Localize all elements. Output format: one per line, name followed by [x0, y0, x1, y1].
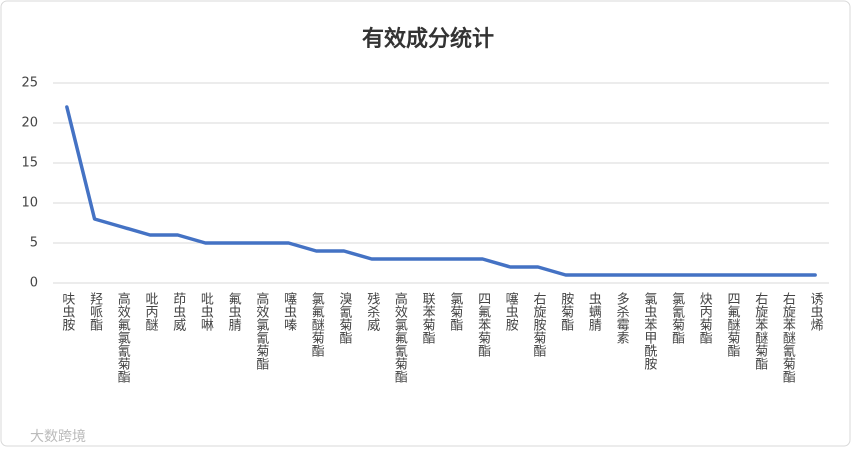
y-tick-label: 5: [30, 236, 38, 251]
x-tick-label: 氯氟醚菊酯: [309, 292, 325, 357]
x-tick-label: 右旋胺菊酯: [531, 292, 547, 357]
y-tick-label: 10: [21, 196, 38, 211]
x-tick-label: 噻虫胺: [503, 291, 519, 332]
y-tick-label: 20: [21, 116, 38, 131]
x-tick-label: 茚虫威: [170, 292, 186, 331]
y-tick-label: 0: [30, 276, 38, 291]
chart-frame: [0, 0, 851, 447]
x-tick-label: 氯菊酯: [447, 292, 463, 331]
x-tick-label: 胺菊酯: [558, 292, 574, 331]
y-tick-label: 25: [21, 76, 38, 91]
x-tick-label: 虫螨腈: [586, 292, 602, 331]
watermark: 大数跨境: [30, 429, 86, 445]
chart-title: 有效成分统计: [362, 26, 494, 52]
x-tick-label: 氯虫苯甲酰胺: [641, 292, 657, 371]
x-tick-label: 呋虫胺: [59, 292, 75, 332]
x-tick-label: 噻虫嗪: [281, 291, 297, 331]
x-tick-label: 溴氰菊酯: [337, 292, 353, 344]
x-tick-label: 高效氯氰菊酯: [253, 291, 269, 370]
x-tick-label: 羟哌酯: [87, 292, 103, 331]
x-tick-label: 四氟醚菊酯: [725, 292, 741, 357]
x-tick-label: 多杀霉素: [614, 291, 630, 344]
data-line: [65, 105, 817, 277]
x-tick-label: 高效氟氯氰菊酯: [115, 291, 130, 383]
x-tick-label: 残杀威: [364, 292, 380, 331]
x-tick-label: 氯氰菊酯: [669, 292, 685, 344]
x-tick-label: 四氟苯菊酯: [475, 292, 491, 357]
x-tick-label: 吡丙醚: [143, 292, 159, 331]
x-tick-label: 诱虫烯: [808, 292, 824, 331]
x-tick-label: 炔丙菊酯: [697, 292, 713, 344]
x-tick-label: 吡虫啉: [198, 292, 214, 331]
x-tick-label: 联苯菊酯: [420, 292, 436, 344]
y-tick-label: 15: [21, 156, 38, 171]
x-tick-label: 氟虫腈: [226, 292, 242, 331]
x-tick-label: 右旋苯醚氰菊酯: [780, 292, 796, 383]
x-tick-label: 右旋苯醚菊酯: [752, 292, 768, 370]
x-tick-label: 高效氯氟氰菊酯: [392, 291, 408, 383]
